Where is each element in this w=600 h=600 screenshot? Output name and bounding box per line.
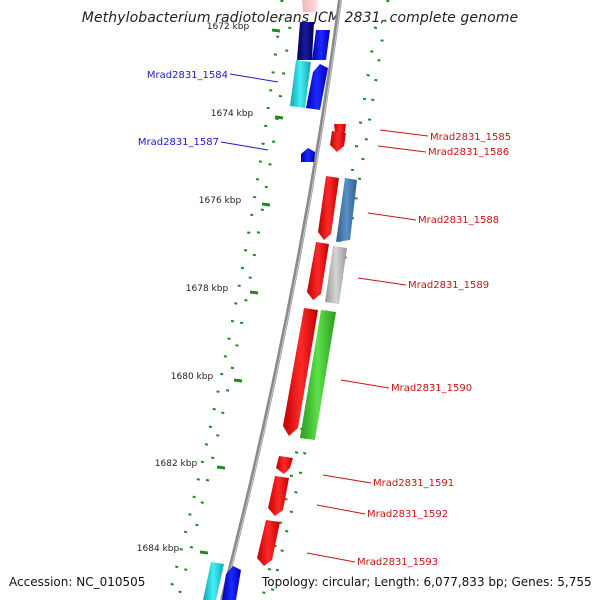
tick-label: 1680 kbp	[171, 372, 214, 382]
cds-1584	[306, 64, 328, 110]
gene-label[interactable]: Mrad2831_1587	[138, 137, 219, 148]
tick-label: 1676 kbp	[199, 196, 242, 206]
tick-label: 1682 kbp	[155, 459, 198, 469]
gene-leader-line	[379, 129, 429, 137]
gene-label[interactable]: Mrad2831_1586	[428, 147, 509, 158]
gene-leader-line	[322, 474, 372, 484]
tick-mark	[216, 465, 226, 470]
cds-1592	[268, 476, 289, 516]
gene-leader-line	[229, 73, 279, 83]
gene-label[interactable]: Mrad2831_1588	[418, 215, 499, 226]
accession-text: Accession: NC_010505	[9, 575, 146, 589]
gene-leader-line	[367, 212, 417, 221]
cds-1591	[276, 456, 293, 474]
cds-1587	[301, 148, 315, 162]
gene-leader-line	[316, 504, 366, 515]
gene-label[interactable]: Mrad2831_1589	[408, 280, 489, 291]
cds-1584-navy	[297, 22, 314, 60]
tick-mark	[199, 550, 209, 555]
tick-mark	[261, 202, 271, 207]
gene-leader-line	[306, 552, 356, 563]
tick-mark	[274, 115, 284, 120]
cog-block-1589	[325, 246, 347, 304]
gene-leader-line	[357, 277, 407, 286]
cog-block-1588	[336, 178, 357, 242]
cds-1584-cyan	[290, 60, 311, 108]
tick-label: 1684 kbp	[137, 544, 180, 554]
topology-text: Topology: circular; Length: 6,077,833 bp…	[262, 575, 592, 589]
map-title: Methylobacterium radiotolerans JCM 2831,…	[81, 10, 519, 26]
gene-leader-line	[220, 141, 269, 151]
genome-backbone	[220, 0, 342, 600]
gene-label[interactable]: Mrad2831_1585	[430, 132, 511, 143]
cds-1583-top	[302, 0, 318, 12]
orf-track-outer-left	[166, 0, 284, 600]
cds-1590	[283, 308, 318, 436]
cds-1594	[222, 566, 241, 600]
gene-label[interactable]: Mrad2831_1592	[367, 509, 448, 520]
tick-mark	[249, 290, 259, 295]
genome-backbone-highlight	[222, 0, 342, 600]
cog-block-1590	[300, 310, 336, 440]
gene-label[interactable]: Mrad2831_1591	[373, 478, 454, 489]
cds-1586	[330, 131, 346, 152]
tick-label: 1672 kbp	[207, 22, 250, 32]
gene-leader-line	[377, 145, 427, 153]
gene-leader-line	[340, 379, 390, 389]
cds-1588	[318, 176, 339, 240]
cds-1594-cyan	[203, 562, 224, 600]
tick-label: 1674 kbp	[211, 109, 254, 119]
cog-block-1584-blue	[312, 30, 330, 60]
cds-1593	[257, 520, 280, 566]
cds-1589	[307, 242, 329, 300]
tick-mark	[233, 378, 243, 383]
tick-label: 1678 kbp	[186, 284, 229, 294]
gene-labels: Mrad2831_1584 Mrad2831_1587 Mrad2831_1585 M…	[138, 70, 511, 568]
gene-label[interactable]: Mrad2831_1584	[147, 70, 228, 81]
gene-label[interactable]: Mrad2831_1593	[357, 557, 438, 568]
tick-mark	[271, 28, 281, 33]
position-ticks: 1672 kbp 1674 kbp 1676 kbp 1678 kbp 1680 kbp…	[137, 22, 284, 555]
gene-label[interactable]: Mrad2831_1590	[391, 383, 472, 394]
